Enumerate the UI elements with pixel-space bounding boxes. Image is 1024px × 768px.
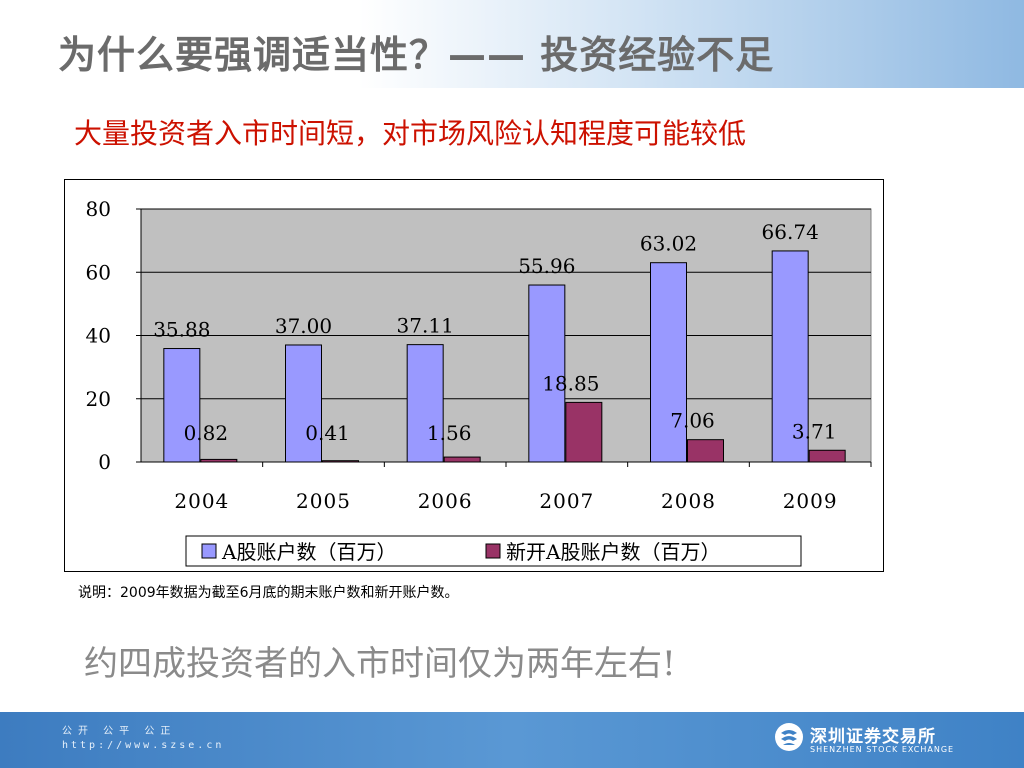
legend-swatch-new-accounts [485,543,501,559]
x-tick-label: 2005 [296,489,351,513]
x-tick-label: 2006 [418,489,473,513]
legend-label: A股账户数（百万） [221,540,396,564]
bar-new-accounts [565,401,603,463]
slide-subtitle: 大量投资者入市时间短，对市场风险认知程度可能较低 [74,117,747,150]
bar-new-accounts [687,439,724,463]
header-band [0,0,1024,88]
bar-a-accounts [771,250,809,463]
legend-label: 新开A股账户数（百万） [506,540,720,564]
bar-new-accounts [808,449,846,463]
bar-chart: 0 20 40 60 80 2004 2005 2006 2007 2008 2009 35.88 37… [86,197,872,567]
data-label: 63.02 [640,232,697,256]
data-label: 7.06 [670,409,715,433]
bar-a-accounts [285,344,322,463]
bar-a-accounts [406,344,444,463]
conclusion-text: 约四成投资者的入市时间仅为两年左右! [84,644,676,684]
x-tick-label: 2007 [539,489,594,513]
y-tick-label: 60 [86,260,111,284]
data-label: 66.74 [762,220,819,244]
bar-new-accounts [443,456,481,463]
y-tick-label: 20 [86,387,111,411]
footer-url: http://www.szse.cn [62,740,225,751]
szse-logo: 深圳证券交易所 SHENZHEN STOCK EXCHANGE [774,722,954,758]
slide-title: 为什么要强调适当性？—— 投资经验不足 [58,33,775,77]
bar-a-accounts [528,284,566,463]
x-tick-label: 2008 [661,489,716,513]
logo-english-text: SHENZHEN STOCK EXCHANGE [810,745,955,754]
y-tick-label: 0 [98,450,111,474]
legend-swatch-a-accounts [201,543,217,559]
bar-new-accounts [200,458,238,463]
data-label: 35.88 [153,318,210,342]
data-label: 37.00 [275,314,332,338]
bar-a-accounts [163,348,201,463]
data-label: 3.71 [792,419,837,443]
data-label: 18.85 [542,371,599,395]
footer-band: 公开 公平 公正 http://www.szse.cn 深圳证券交易所 SHEN… [0,712,1024,768]
logo-chinese-text: 深圳证券交易所 [810,727,936,747]
data-label: 0.41 [305,421,350,445]
data-note: 说明：2009年数据为截至6月底的期末账户数和新开账户数。 [78,585,459,601]
data-label: 37.11 [397,314,454,338]
szse-logo-icon [775,723,803,751]
bar-a-accounts [650,262,687,463]
y-tick-label: 40 [86,324,111,348]
data-label: 55.96 [518,254,575,278]
chart-frame: 0 20 40 60 80 2004 2005 2006 2007 2008 2009 35.88 37… [64,179,884,572]
footer-motto: 公开 公平 公正 [62,726,177,737]
x-tick-label: 2009 [783,489,838,513]
data-label: 1.56 [427,421,472,445]
y-tick-label: 80 [86,197,111,221]
x-tick-label: 2004 [174,489,229,513]
data-label: 0.82 [184,421,229,445]
bar-new-accounts [322,460,359,463]
